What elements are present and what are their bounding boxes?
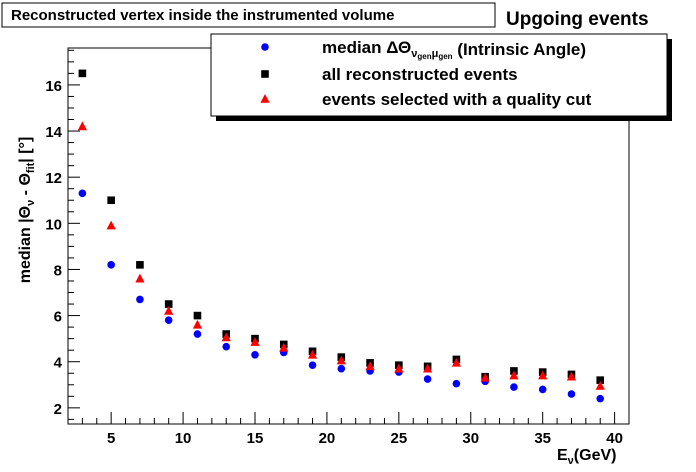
- data-point-circle: [423, 375, 432, 383]
- x-tick-label: 20: [319, 430, 336, 447]
- data-point-square: [164, 300, 173, 308]
- legend-marker-square: [261, 70, 269, 78]
- x-tick-label: 25: [391, 430, 408, 447]
- y-tick-label: 4: [54, 355, 63, 372]
- data-point-triangle: [509, 370, 519, 380]
- x-tick-label: 40: [606, 430, 623, 447]
- legend-marker-triangle: [260, 94, 270, 103]
- boxed-title: Reconstructed vertex inside the instrume…: [11, 7, 394, 24]
- y-tick-label: 14: [45, 124, 62, 141]
- data-point-triangle: [106, 220, 116, 230]
- axes: 5 10 15 20 25 30 35 40 2 4 6 8 10 12 14 16: [45, 49, 630, 447]
- x-tick-label: 5: [107, 430, 115, 447]
- data-point-triangle: [566, 371, 577, 381]
- data-point-triangle: [192, 319, 203, 329]
- data-point-circle: [510, 383, 518, 391]
- data-points: [77, 69, 605, 403]
- data-point-triangle: [538, 370, 548, 380]
- y-tick-label: 16: [45, 78, 62, 95]
- data-point-triangle: [135, 273, 145, 283]
- data-point-circle: [596, 394, 605, 403]
- data-point-square: [107, 196, 115, 205]
- data-point-triangle: [279, 342, 289, 352]
- legend-marker-circle: [261, 43, 269, 51]
- y-tick-label: 8: [54, 262, 62, 279]
- legend-box: [210, 33, 668, 117]
- data-point-triangle: [394, 363, 404, 373]
- x-tick-label: 10: [175, 430, 192, 447]
- data-point-triangle: [423, 363, 433, 373]
- y-tick-label: 6: [54, 309, 62, 326]
- x-tick-label: 35: [534, 430, 551, 447]
- x-axis-title: Eν(GeV): [557, 447, 616, 467]
- data-point-circle: [164, 316, 173, 324]
- legend-items: median ΔΘνgenμgen (Intrinsic Angle) all r…: [260, 38, 592, 109]
- legend: median ΔΘνgenμgen (Intrinsic Angle) all r…: [210, 33, 672, 121]
- corner-title: Upgoing events: [506, 9, 649, 30]
- data-point-circle: [136, 295, 144, 304]
- data-point-triangle: [336, 355, 346, 365]
- data-point-circle: [538, 385, 547, 394]
- data-point-square: [136, 261, 144, 269]
- legend-label: all reconstructed events: [322, 65, 518, 84]
- data-point-triangle: [480, 372, 490, 382]
- y-axis-title: median |Θν - Θfit| [°]: [17, 137, 37, 284]
- data-point-circle: [78, 189, 87, 198]
- data-point-triangle: [77, 121, 87, 131]
- data-point-triangle: [595, 380, 605, 390]
- data-point-square: [78, 69, 87, 78]
- data-point-circle: [107, 261, 115, 269]
- x-tick-label: 30: [462, 430, 479, 447]
- y-tick-label: 10: [45, 216, 62, 233]
- y-tick-label: 2: [54, 401, 62, 418]
- data-point-triangle: [164, 305, 174, 315]
- legend-label: events selected with a quality cut: [322, 90, 592, 109]
- data-point-triangle: [250, 337, 260, 346]
- data-point-circle: [452, 379, 461, 388]
- data-point-square: [193, 311, 202, 320]
- data-point-circle: [251, 350, 259, 359]
- data-point-triangle: [307, 349, 318, 359]
- legend-label: median ΔΘνgenμgen (Intrinsic Angle): [322, 38, 586, 61]
- data-point-triangle: [451, 357, 461, 367]
- data-point-circle: [222, 342, 231, 351]
- data-point-square: [596, 376, 605, 384]
- data-point-circle: [567, 390, 576, 398]
- data-point-circle: [193, 330, 202, 338]
- x-tick-label: 15: [247, 430, 264, 447]
- data-point-circle: [308, 361, 317, 369]
- data-point-triangle: [221, 332, 231, 342]
- data-point-triangle: [365, 361, 375, 371]
- data-point-circle: [337, 364, 346, 373]
- y-tick-label: 12: [45, 170, 62, 187]
- boxed-title-frame: [1, 2, 496, 28]
